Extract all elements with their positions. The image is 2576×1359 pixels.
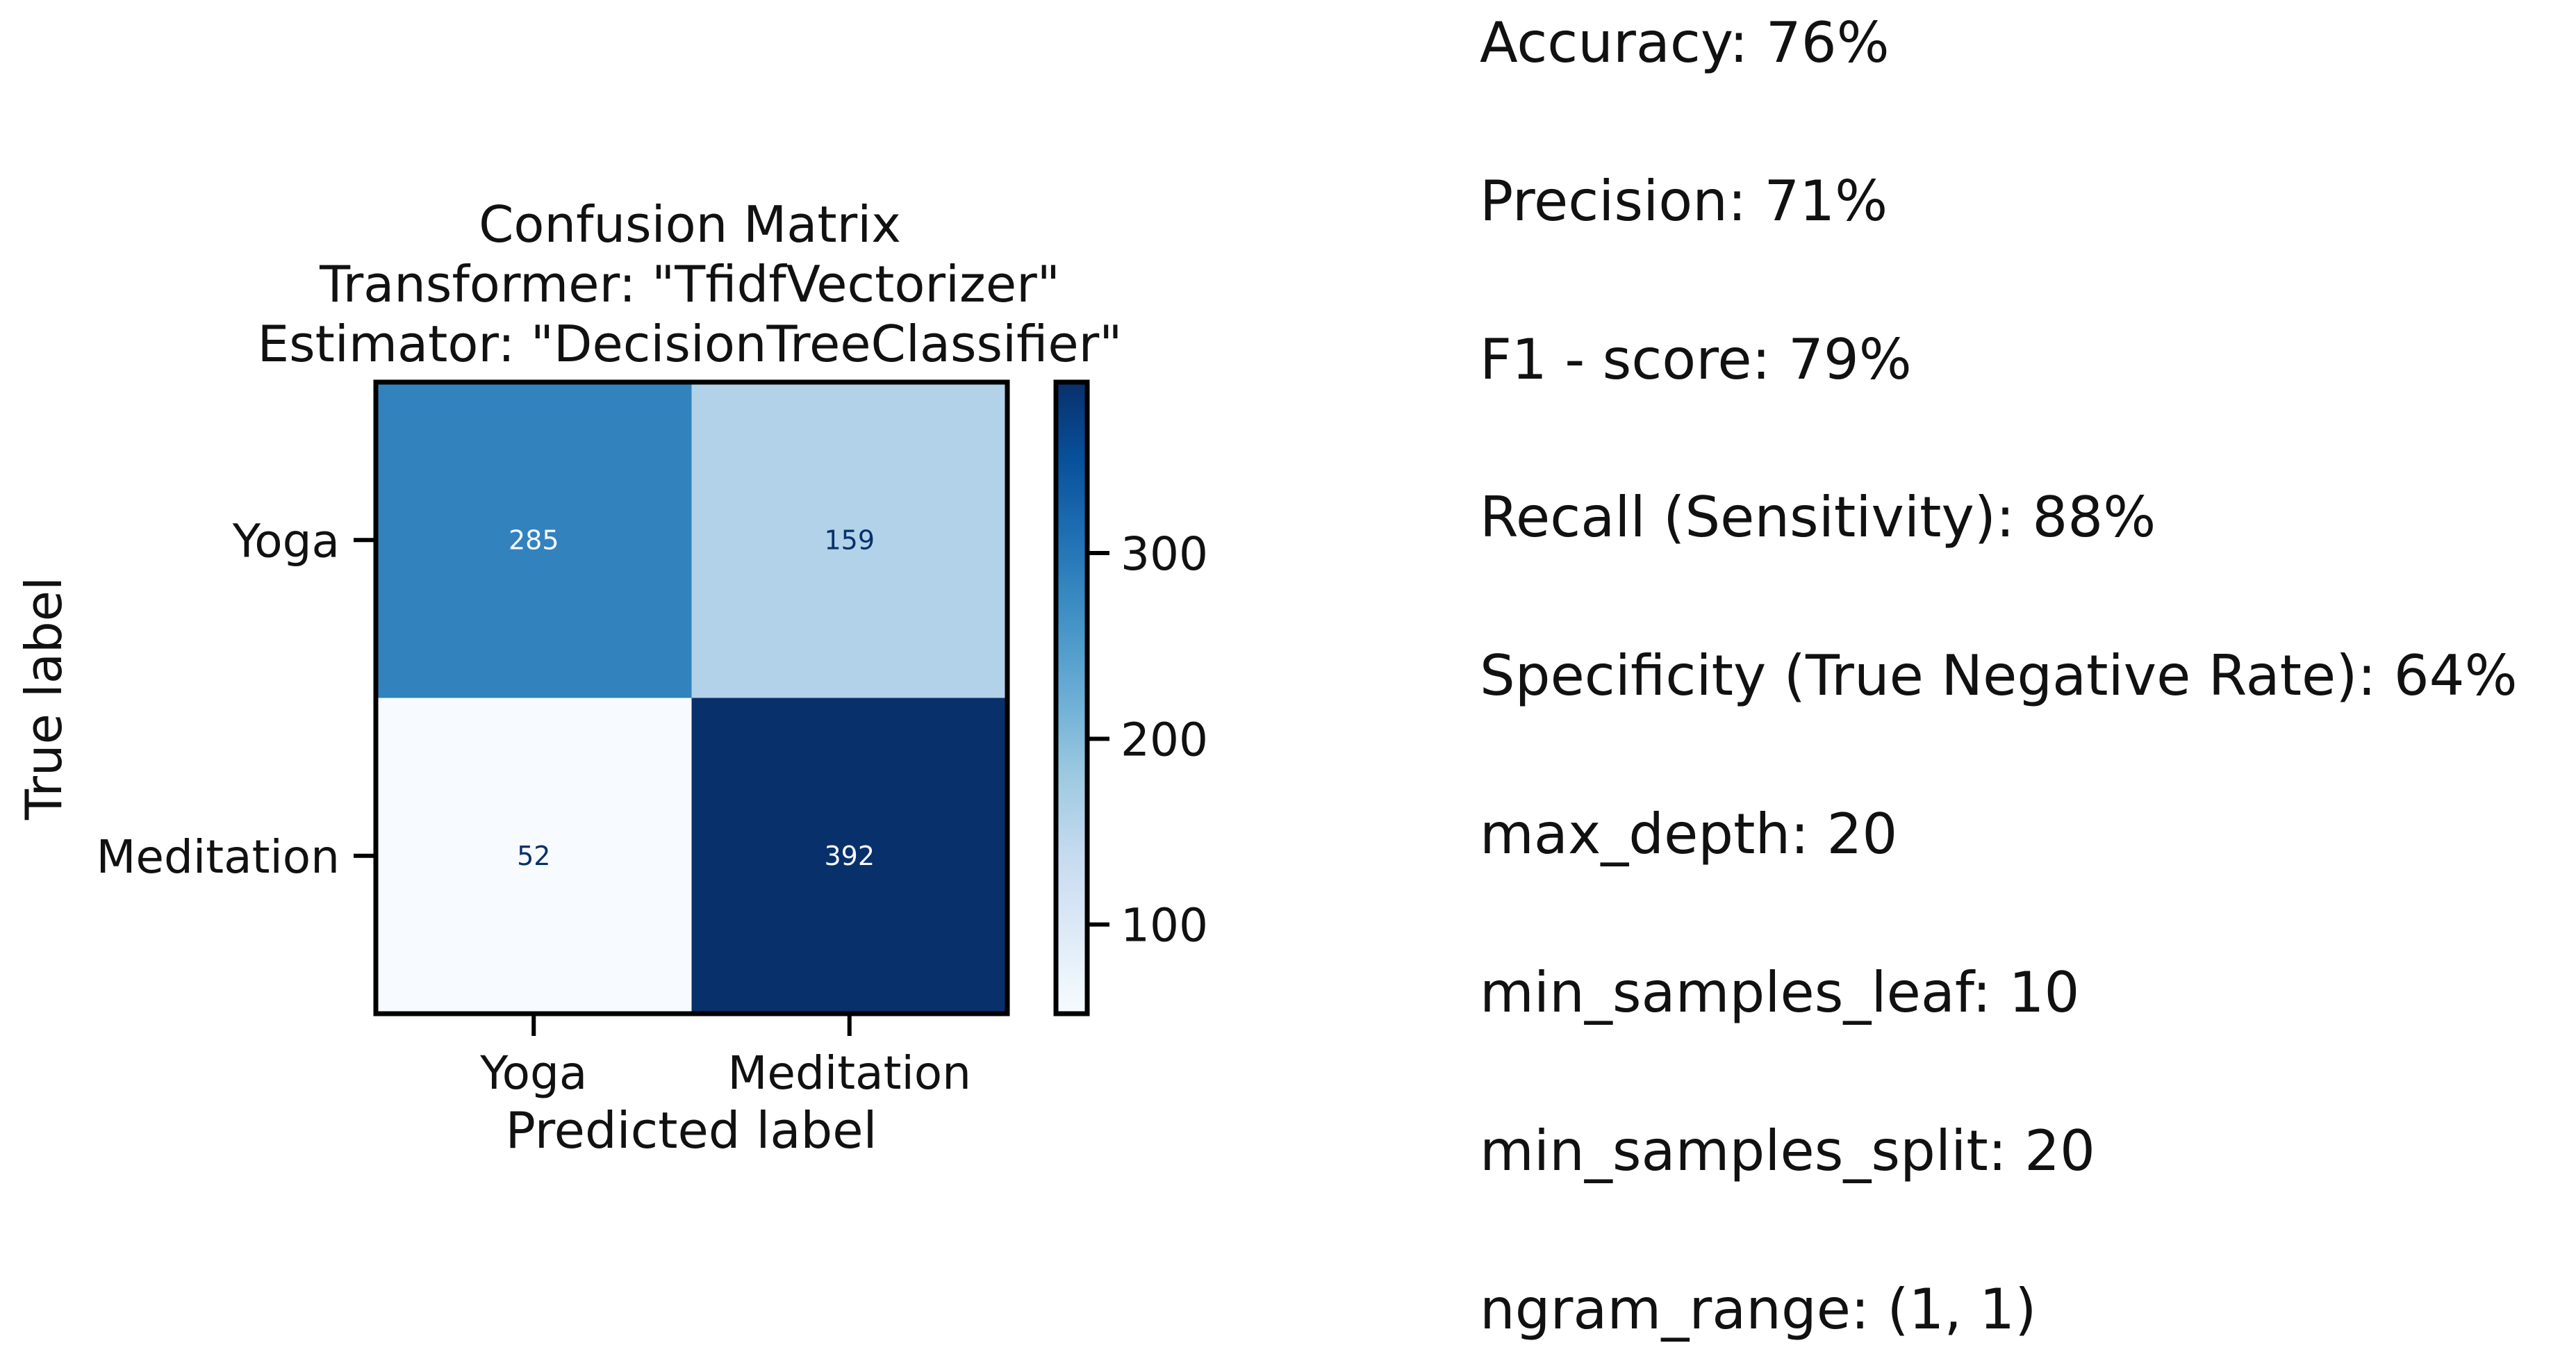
param-ngram-range: ngram_range: (1, 1)	[1480, 1277, 2037, 1342]
metric-accuracy: Accuracy: 76%	[1480, 10, 1890, 75]
param-min-samples-leaf: min_samples_leaf: 10	[1480, 960, 2080, 1025]
metric-recall: Recall (Sensitivity): 88%	[1480, 485, 2156, 550]
y-tick-label: Meditation	[96, 830, 340, 884]
cell-value-label: 52	[517, 841, 550, 871]
colorbar-frame	[1053, 379, 1090, 1016]
heatmap-frame	[373, 379, 1010, 1016]
colorbar-ticks: 100 200 300	[1087, 527, 1208, 953]
cell-value-label: 392	[824, 841, 875, 871]
confusion-matrix-chart: Confusion Matrix Transformer: "TfidfVect…	[15, 195, 1208, 1160]
chart-title-line-2: Transformer: "TfidfVectorizer"	[319, 255, 1060, 313]
chart-title-line-1: Confusion Matrix	[479, 195, 901, 254]
heatmap-cell	[691, 382, 1008, 698]
metric-f1-score: F1 - score: 79%	[1480, 327, 1912, 392]
colorbar-fill	[1056, 382, 1087, 1014]
cell-value-label: 159	[824, 525, 875, 555]
param-min-samples-split: min_samples_split: 20	[1480, 1119, 2095, 1183]
chart-title-line-3: Estimator: "DecisionTreeClassifier"	[258, 315, 1123, 373]
y-axis-ticks: Yoga Meditation	[96, 514, 376, 884]
heatmap-cell	[376, 698, 692, 1014]
metrics-panel: Accuracy: 76% Precision: 71% F1 - score:…	[1480, 0, 2563, 1359]
chart-title: Confusion Matrix Transformer: "TfidfVect…	[258, 195, 1123, 373]
metric-precision: Precision: 71%	[1480, 169, 1888, 233]
param-max-depth: max_depth: 20	[1480, 802, 1898, 866]
cell-value-label: 285	[509, 525, 559, 555]
heatmap-cells	[376, 382, 1008, 1014]
x-tick-label: Meditation	[727, 1046, 971, 1100]
x-axis-ticks: Yoga Meditation	[479, 1014, 971, 1100]
cell-value-labels: 285 159 52 392	[509, 525, 875, 871]
y-tick-label: Yoga	[232, 514, 340, 568]
heatmap-cell	[376, 382, 692, 698]
heatmap-cell	[691, 698, 1008, 1014]
metric-specificity: Specificity (True Negative Rate): 64%	[1480, 643, 2518, 708]
colorbar-tick-label: 100	[1121, 899, 1208, 953]
x-tick-label: Yoga	[479, 1046, 587, 1100]
colorbar-tick-label: 300	[1121, 527, 1208, 581]
colorbar-tick-label: 200	[1121, 713, 1208, 766]
y-axis-label: True label	[15, 577, 73, 821]
x-axis-label: Predicted label	[505, 1101, 877, 1160]
